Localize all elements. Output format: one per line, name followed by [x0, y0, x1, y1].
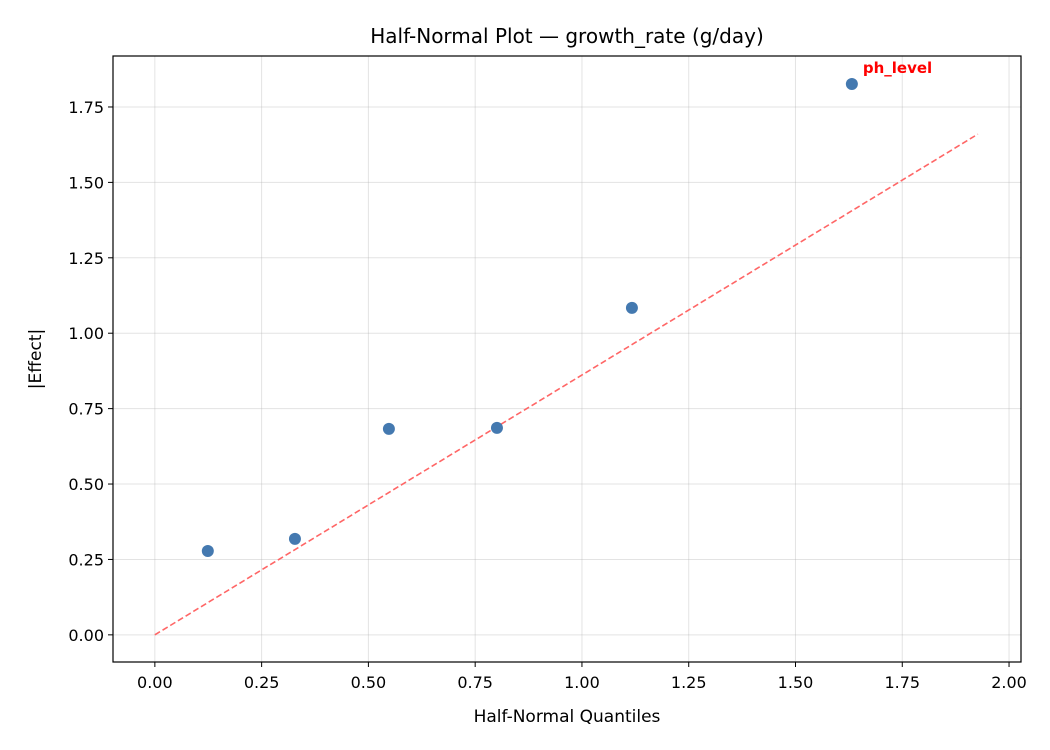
- x-tick-label: 0.75: [457, 673, 493, 692]
- data-point: [288, 532, 301, 545]
- x-tick-label: 1.25: [671, 673, 707, 692]
- x-tick-label: 2.00: [991, 673, 1027, 692]
- reference-line: [154, 133, 979, 636]
- reference-line-group: [154, 133, 979, 636]
- x-tick-label: 0.50: [351, 673, 387, 692]
- chart-title: Half-Normal Plot — growth_rate (g/day): [370, 24, 764, 48]
- x-axis-label: Half-Normal Quantiles: [474, 707, 661, 727]
- y-tick-label: 0.75: [68, 400, 104, 419]
- plot-frame: [112, 55, 1022, 663]
- x-tick-label: 0.25: [244, 673, 280, 692]
- y-tick-label: 0.00: [68, 626, 104, 645]
- y-tick-label: 1.00: [68, 324, 104, 343]
- x-tick-label: 0.00: [137, 673, 173, 692]
- y-tick-label: 0.50: [68, 475, 104, 494]
- data-point: [201, 544, 214, 557]
- grid: [113, 56, 1021, 662]
- y-tick-label: 0.25: [68, 550, 104, 569]
- data-point: [625, 301, 638, 314]
- x-tick-label: 1.75: [884, 673, 920, 692]
- data-point: [845, 78, 858, 91]
- y-tick-label: 1.25: [68, 249, 104, 268]
- points-group: [201, 78, 858, 557]
- y-axis-ticks: 0.00 0.25 0.50 0.75 1.00 1.25 1.50 1.75: [68, 98, 113, 645]
- data-point: [382, 422, 395, 435]
- y-tick-label: 1.75: [68, 98, 104, 117]
- data-point: [490, 421, 503, 434]
- x-axis-ticks: 0.00 0.25 0.50 0.75 1.00 1.25 1.50 1.75 2.00: [137, 662, 1027, 692]
- y-axis-label: |Effect|: [26, 329, 46, 389]
- annotations-group: ph_level: [863, 59, 932, 77]
- x-tick-label: 1.00: [564, 673, 600, 692]
- x-tick-label: 1.50: [778, 673, 814, 692]
- point-annotation: ph_level: [863, 59, 932, 77]
- y-tick-label: 1.50: [68, 173, 104, 192]
